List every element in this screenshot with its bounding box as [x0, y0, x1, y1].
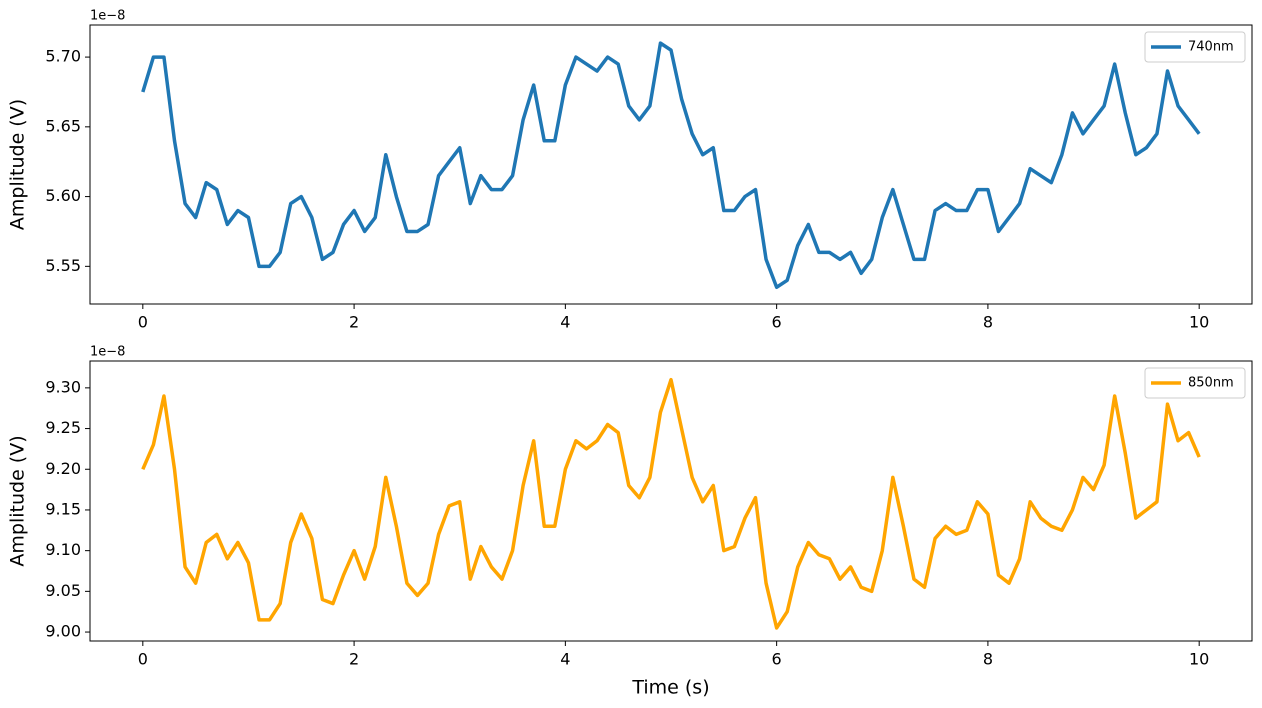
- offset-text: 1e−8: [90, 9, 125, 24]
- legend-box: [1144, 367, 1246, 399]
- y-tick-label: 5.70: [45, 47, 81, 66]
- x-tick-label: 6: [772, 313, 782, 332]
- data-line: [141, 377, 1201, 630]
- x-tick-label: 0: [138, 313, 148, 332]
- data-line: [141, 41, 1201, 290]
- y-tick-label: 9.15: [45, 499, 81, 518]
- y-tick-label: 5.65: [45, 116, 81, 135]
- x-tick-label: 4: [560, 650, 570, 669]
- y-tick-label: 9.30: [45, 377, 81, 396]
- y-tick-label: 9.00: [45, 622, 81, 641]
- legend-label: 850nm: [1188, 376, 1234, 391]
- y-axis-label: Amplitude (V): [7, 435, 29, 566]
- x-tick-label: 8: [983, 313, 993, 332]
- plot-frame: [89, 24, 1253, 305]
- x-tick-label: 2: [349, 313, 359, 332]
- plot-frame: [89, 360, 1253, 642]
- y-tick-label: 5.60: [45, 186, 81, 205]
- x-axis-label: Time (s): [631, 677, 709, 699]
- x-tick-label: 0: [138, 650, 148, 669]
- x-tick-label: 6: [772, 650, 782, 669]
- x-tick-label: 10: [1189, 650, 1209, 669]
- y-tick-label: 9.05: [45, 581, 81, 600]
- x-tick-label: 8: [983, 650, 993, 669]
- y-tick-label: 9.20: [45, 459, 81, 478]
- y-tick-label: 9.10: [45, 540, 81, 559]
- legend-label: 740nm: [1188, 40, 1234, 55]
- x-tick-label: 10: [1189, 313, 1209, 332]
- offset-text: 1e−8: [90, 345, 125, 360]
- x-tick-label: 2: [349, 650, 359, 669]
- legend-box: [1144, 31, 1246, 63]
- x-tick-label: 4: [560, 313, 570, 332]
- y-tick-label: 5.55: [45, 256, 81, 275]
- y-axis-label: Amplitude (V): [7, 99, 29, 230]
- y-tick-label: 9.25: [45, 418, 81, 437]
